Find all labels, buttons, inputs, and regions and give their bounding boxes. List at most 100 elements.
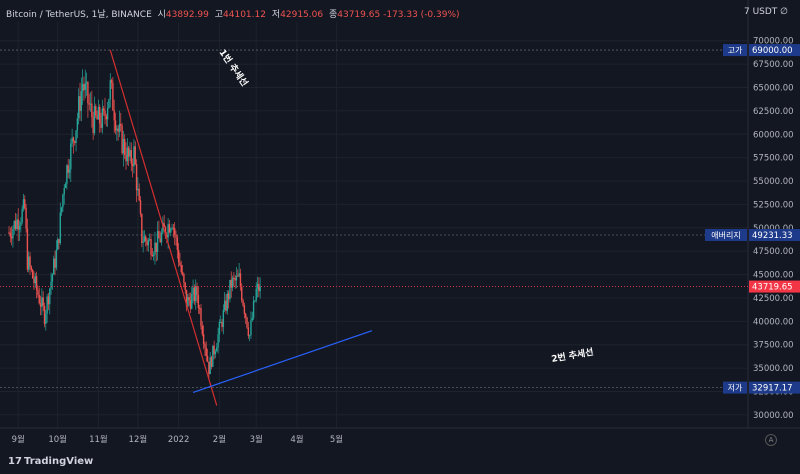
level-price-box: [749, 228, 800, 241]
candle-body: [35, 276, 38, 290]
candle-body: [150, 239, 152, 256]
candle-body: [28, 256, 30, 270]
candle-body: [220, 322, 222, 324]
candle-body: [192, 287, 194, 294]
candle-body: [21, 208, 23, 223]
candle-body: [116, 128, 118, 131]
candle-body: [149, 239, 151, 241]
candle-body: [70, 143, 72, 170]
candle-body: [126, 147, 129, 162]
candle-body: [109, 80, 111, 100]
candle-body: [106, 107, 109, 120]
symbol-header: Bitcoin / TetherUS, 1날, BINANCE 시43892.9…: [6, 7, 460, 20]
candle-body: [248, 335, 251, 337]
x-tick-label: 2월: [213, 434, 226, 445]
currency-selector[interactable]: 7 USDT ∅: [743, 7, 788, 17]
candle-body: [96, 115, 98, 120]
candle-body: [120, 124, 122, 126]
candle-body: [147, 240, 150, 246]
candle-body: [175, 234, 177, 238]
candle-body: [114, 120, 117, 131]
candle-body: [202, 334, 205, 344]
candle-body: [209, 357, 211, 375]
candle-body: [162, 223, 164, 233]
candle-body: [141, 213, 143, 244]
candle-body: [218, 322, 221, 335]
candle-body: [242, 300, 244, 306]
candle-body: [159, 238, 161, 243]
candle-body: [246, 317, 248, 328]
candle-body: [30, 266, 33, 270]
candle-body: [166, 235, 168, 238]
candle-body: [72, 137, 75, 142]
candle-body: [24, 199, 26, 208]
candle-body: [37, 289, 39, 295]
level-tag: [723, 381, 747, 394]
candle-body: [58, 239, 60, 244]
candle-body: [74, 141, 76, 143]
candle-body: [108, 99, 110, 108]
tradingview-brand[interactable]: 17 TradingView: [8, 456, 93, 467]
candle-body: [92, 117, 94, 134]
level-tag-label: 애버리지: [711, 230, 740, 240]
y-tick-label: 45000.00: [753, 271, 794, 281]
candle-body: [53, 258, 55, 275]
candle-body: [197, 295, 200, 309]
last-price-box: [749, 280, 800, 293]
y-tick-label: 42500.00: [753, 294, 794, 304]
candle-body: [91, 103, 93, 118]
high-value: 44101.12: [223, 10, 266, 20]
candle-body: [206, 355, 209, 362]
candle-body: [104, 110, 106, 117]
candle-body: [173, 228, 176, 235]
candle-body: [66, 165, 68, 185]
candle-body: [51, 274, 54, 282]
candle-body: [143, 236, 146, 242]
candle-body: [124, 139, 126, 155]
y-tick-label: 55000.00: [753, 177, 794, 187]
x-tick-label: 12월: [129, 434, 148, 445]
candle-body: [200, 308, 202, 326]
level-tag-label: 저가: [728, 384, 743, 393]
candle-body: [62, 194, 64, 208]
candle-body: [59, 212, 61, 244]
y-tick-label: 62500.00: [753, 107, 794, 117]
candle-body: [9, 232, 12, 237]
candle-body: [55, 249, 58, 268]
candle-body: [229, 279, 231, 300]
candle-body: [76, 118, 79, 131]
candle-body: [8, 232, 10, 234]
candle-body: [247, 327, 250, 336]
candle-body: [42, 297, 44, 306]
candle-body: [79, 96, 81, 111]
level-tag-label: 고가: [728, 46, 743, 55]
candle-body: [83, 84, 85, 91]
candle-body: [250, 320, 252, 336]
candle-body: [212, 345, 214, 367]
auto-scale-icon[interactable]: A: [765, 434, 777, 446]
candle-body: [121, 125, 123, 154]
candle-body: [160, 232, 163, 243]
y-tick-label: 37500.00: [753, 341, 794, 351]
y-tick-label: 70000.00: [753, 37, 794, 47]
low-label: 저: [271, 10, 281, 20]
candle-body: [234, 278, 236, 281]
candle-body: [135, 164, 138, 191]
candle-body: [176, 237, 179, 250]
candle-body: [130, 150, 132, 164]
candle-body: [125, 154, 127, 162]
candle-body: [251, 317, 253, 321]
candle-body: [34, 276, 36, 284]
candle-body: [14, 220, 17, 230]
candle-body: [238, 273, 240, 277]
candle-body: [223, 300, 226, 310]
symbol-title[interactable]: Bitcoin / TetherUS, 1날, BINANCE: [6, 10, 152, 20]
candle-body: [164, 227, 167, 236]
candle-body: [241, 286, 243, 301]
open-value: 43892.99: [165, 10, 209, 20]
y-tick-label: 67500.00: [753, 60, 794, 70]
candle-body: [163, 223, 165, 228]
candle-body: [195, 286, 197, 302]
